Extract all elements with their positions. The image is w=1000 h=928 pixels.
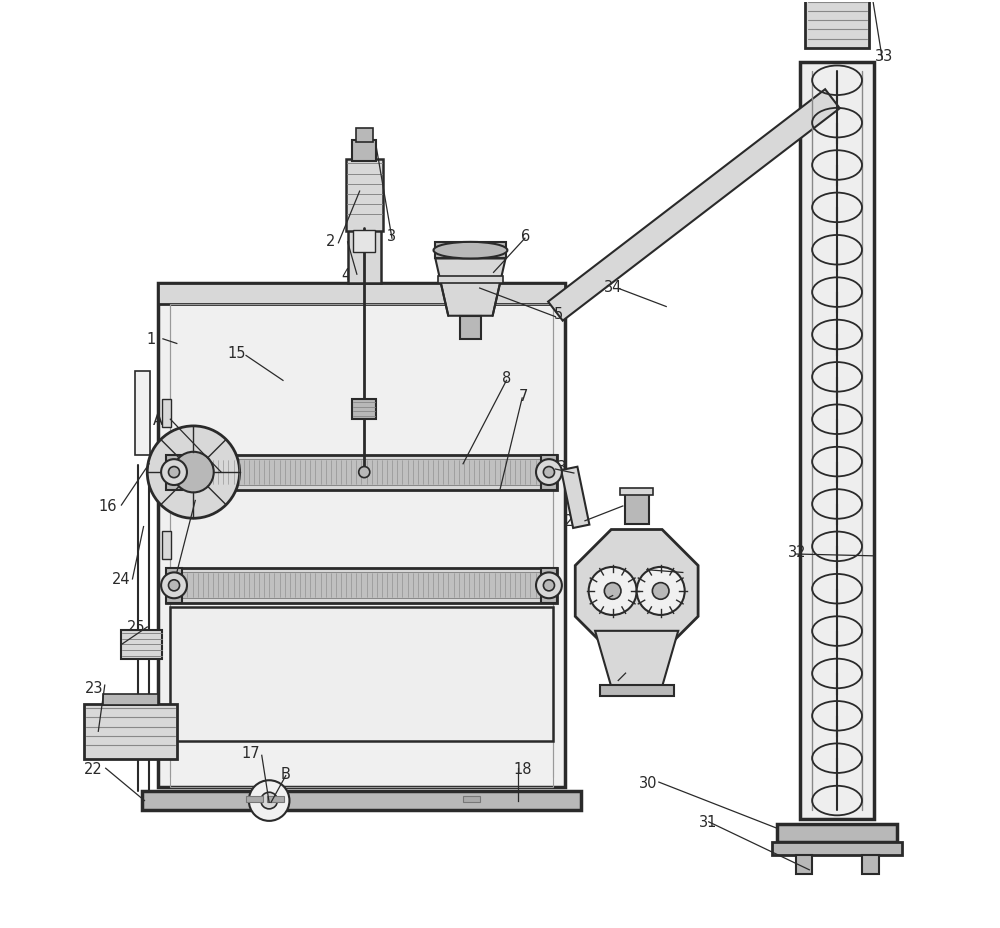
Text: 17: 17 — [241, 745, 260, 760]
Polygon shape — [548, 90, 840, 321]
Circle shape — [249, 780, 289, 821]
Circle shape — [147, 427, 240, 519]
Bar — [352, 400, 376, 420]
Circle shape — [536, 459, 562, 485]
Bar — [166, 455, 182, 490]
Text: 3: 3 — [387, 228, 397, 244]
Bar — [158, 284, 565, 787]
Bar — [170, 304, 553, 787]
Text: 14: 14 — [174, 494, 193, 509]
Circle shape — [652, 583, 669, 599]
Text: 22: 22 — [84, 761, 103, 776]
Circle shape — [168, 467, 180, 478]
Text: 33: 33 — [875, 49, 893, 64]
Bar — [166, 455, 557, 490]
Bar — [796, 855, 812, 873]
Circle shape — [604, 583, 621, 599]
Text: 18: 18 — [514, 761, 532, 776]
Text: 7: 7 — [518, 388, 528, 404]
Bar — [84, 703, 177, 759]
Text: 23: 23 — [84, 680, 103, 696]
Text: 13: 13 — [548, 459, 566, 474]
Bar — [162, 400, 171, 428]
Circle shape — [173, 452, 214, 493]
Text: 1: 1 — [146, 332, 156, 347]
Bar — [246, 796, 263, 803]
Bar — [353, 231, 375, 252]
Bar — [541, 568, 557, 603]
Circle shape — [536, 573, 562, 599]
Bar — [181, 459, 542, 485]
Polygon shape — [575, 530, 698, 652]
Text: 6: 6 — [521, 228, 530, 244]
Text: 29: 29 — [589, 590, 608, 605]
Circle shape — [261, 793, 277, 809]
Bar — [158, 284, 565, 304]
Text: 4: 4 — [341, 267, 350, 282]
Bar — [805, 0, 869, 49]
Bar — [267, 796, 284, 803]
Bar — [772, 843, 902, 855]
Text: A: A — [153, 412, 163, 427]
Bar — [460, 316, 481, 340]
Bar — [541, 455, 557, 490]
Bar — [162, 531, 171, 559]
Text: 34: 34 — [603, 279, 622, 294]
Text: 25: 25 — [127, 620, 145, 635]
Text: 2: 2 — [325, 233, 335, 249]
Bar — [463, 796, 480, 803]
Text: 15: 15 — [228, 346, 246, 361]
Bar — [170, 608, 553, 741]
Bar — [166, 568, 182, 603]
Bar — [800, 63, 874, 819]
Bar — [135, 372, 150, 455]
Circle shape — [168, 580, 180, 591]
Text: 31: 31 — [699, 815, 717, 830]
Bar — [346, 160, 383, 232]
Bar — [352, 141, 376, 161]
Bar — [777, 824, 897, 843]
Text: 5: 5 — [554, 307, 563, 322]
Ellipse shape — [434, 242, 507, 259]
Text: 32: 32 — [788, 544, 807, 560]
Bar — [620, 488, 653, 496]
Text: 24: 24 — [112, 572, 131, 586]
Circle shape — [359, 467, 370, 478]
Polygon shape — [435, 259, 506, 316]
Bar — [862, 855, 879, 873]
Bar — [600, 686, 674, 696]
Bar — [435, 242, 506, 259]
Text: 27: 27 — [564, 514, 582, 529]
Circle shape — [637, 567, 685, 615]
Text: 30: 30 — [639, 775, 658, 790]
Text: 28: 28 — [638, 560, 657, 574]
Circle shape — [543, 580, 554, 591]
Bar — [103, 695, 158, 705]
Bar — [166, 568, 557, 603]
Circle shape — [161, 459, 187, 485]
Circle shape — [589, 567, 637, 615]
Polygon shape — [561, 467, 589, 528]
Circle shape — [543, 467, 554, 478]
Bar — [625, 493, 649, 525]
Bar — [142, 792, 581, 810]
Text: 16: 16 — [98, 498, 117, 513]
Circle shape — [161, 573, 187, 599]
Bar — [438, 277, 503, 284]
Polygon shape — [595, 631, 678, 686]
Bar — [356, 129, 373, 143]
Text: 8: 8 — [502, 370, 511, 386]
Bar — [348, 229, 381, 284]
Text: B: B — [281, 767, 291, 781]
Bar — [121, 630, 162, 660]
Text: 26: 26 — [608, 669, 627, 684]
Bar — [181, 573, 542, 599]
